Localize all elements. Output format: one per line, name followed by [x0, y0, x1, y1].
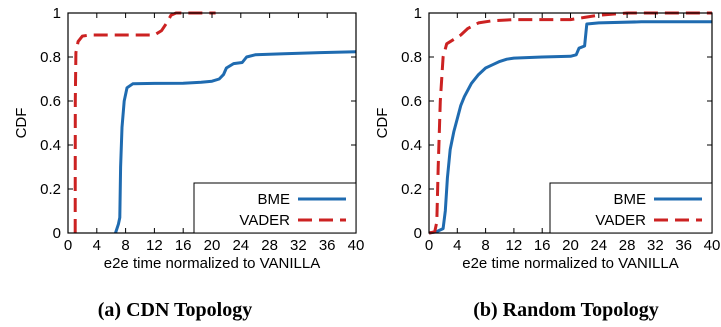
legend-box: [193, 182, 357, 234]
x-tick-label: 40: [348, 237, 365, 254]
y-tick-label: 0.4: [40, 137, 61, 154]
x-tick-label: 28: [619, 237, 636, 254]
chart-cdn-topology: 0 4 8 12 16 20 24 28 32 36 40 0 0.2 0.4 0.6 0.8 1 e2e tim…: [13, 5, 364, 321]
x-tick-label: 28: [261, 237, 278, 254]
y-axis-label: CDF: [374, 108, 391, 139]
x-tick-label: 20: [562, 237, 579, 254]
series-line-vader: [73, 11, 216, 234]
x-tick-label: 36: [675, 237, 692, 254]
x-tick-label: 16: [534, 237, 551, 254]
legend-label-bme: BME: [613, 191, 646, 208]
x-tick-label: 8: [481, 237, 489, 254]
y-tick-label: 0.2: [401, 181, 422, 198]
y-tick-label: 1: [414, 5, 422, 22]
x-tick-label: 8: [121, 237, 129, 254]
legend-box: [549, 182, 713, 234]
x-tick-label: 12: [506, 237, 523, 254]
x-axis-label: e2e time normalized to VANILLA: [104, 255, 321, 272]
series-group: [428, 11, 712, 235]
y-tick-label: 0: [53, 225, 61, 242]
x-tick-label: 4: [93, 237, 101, 254]
x-tick-label: 24: [232, 237, 249, 254]
x-tick-label: 40: [704, 237, 721, 254]
figure-caption: (a) CDN Topology: [98, 299, 252, 321]
legend-label-vader: VADER: [595, 212, 646, 229]
figure-caption: (b) Random Topology: [473, 299, 659, 321]
legend-label-bme: BME: [257, 191, 290, 208]
y-tick-label: 1: [53, 5, 61, 22]
x-tick-label: 16: [175, 237, 192, 254]
x-tick-label: 4: [453, 237, 461, 254]
y-tick-label: 0.6: [40, 93, 61, 110]
x-tick-label: 12: [146, 237, 163, 254]
x-tick-label: 0: [64, 237, 72, 254]
x-tick-label: 0: [425, 237, 433, 254]
x-tick-label: 32: [290, 237, 307, 254]
chart-random-topology: 0 4 8 12 16 20 24 28 32 36 40 0 0.2 0.4 0.6 0.8 1 e2e tim…: [374, 5, 720, 321]
x-axis-label: e2e time normalized to VANILLA: [462, 255, 679, 272]
legend: BME VADER: [549, 182, 713, 234]
y-axis-label: CDF: [13, 108, 30, 139]
y-tick-label: 0.6: [401, 93, 422, 110]
series-line-vader: [428, 11, 712, 235]
legend-label-vader: VADER: [239, 212, 290, 229]
series-line-bme: [428, 20, 712, 235]
y-tick-label: 0.8: [401, 49, 422, 66]
y-tick-label: 0.4: [401, 137, 422, 154]
series-group: [73, 11, 357, 234]
x-tick-label: 32: [647, 237, 664, 254]
y-tick-label: 0.2: [40, 181, 61, 198]
y-tick-label: 0: [414, 225, 422, 242]
y-tick-label: 0.8: [40, 49, 61, 66]
x-tick-label: 36: [319, 237, 336, 254]
legend: BME VADER: [193, 182, 357, 234]
x-tick-label: 24: [590, 237, 607, 254]
x-tick-label: 20: [204, 237, 221, 254]
series-line-bme: [114, 50, 357, 234]
